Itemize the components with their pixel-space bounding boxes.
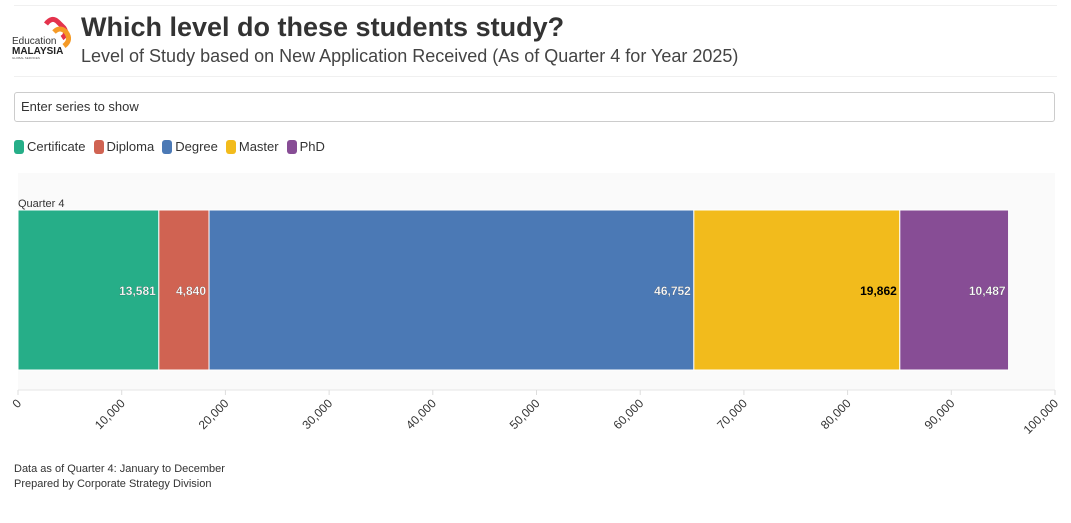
legend-label: Certificate bbox=[27, 139, 86, 154]
data-label-certificate: 13,581 bbox=[119, 284, 156, 298]
bar-degree[interactable] bbox=[208, 209, 695, 371]
legend-label: PhD bbox=[299, 139, 325, 154]
x-tick-label: 0 bbox=[9, 396, 24, 411]
x-tick-label: 30,000 bbox=[299, 396, 335, 432]
legend-swatch bbox=[93, 139, 104, 154]
bar-chart: Quarter 4 13,581 4,840 46,752 19,862 10,487 0 1… bbox=[9, 173, 1062, 437]
data-label-master: 19,862 bbox=[860, 284, 897, 298]
x-tick-label: 70,000 bbox=[714, 396, 750, 432]
legend-swatch bbox=[225, 139, 236, 154]
x-tick-label: 50,000 bbox=[507, 396, 543, 432]
legend-item-certificate[interactable]: Certificate bbox=[14, 139, 86, 154]
x-tick-label: 90,000 bbox=[922, 396, 958, 432]
bar-phd[interactable] bbox=[899, 209, 1010, 371]
x-tick-label: 10,000 bbox=[92, 396, 128, 432]
data-label-diploma: 4,840 bbox=[176, 284, 206, 298]
series-search-input[interactable] bbox=[14, 92, 1055, 122]
legend-label: Master bbox=[238, 139, 279, 154]
chart-subtitle: Level of Study based on New Application … bbox=[81, 46, 739, 66]
footer-notes: Data as of Quarter 4: January to Decembe… bbox=[14, 462, 225, 492]
legend-label: Diploma bbox=[106, 139, 155, 154]
legend-swatch bbox=[162, 139, 173, 154]
x-tick-label: 40,000 bbox=[403, 396, 439, 432]
legend-item-degree[interactable]: Degree bbox=[162, 139, 218, 154]
legend-swatch bbox=[286, 139, 297, 154]
x-tick-label: 60,000 bbox=[610, 396, 646, 432]
footer-note-prepared: Prepared by Corporate Strategy Division bbox=[14, 478, 212, 490]
svg-text:MALAYSIA: MALAYSIA bbox=[12, 46, 63, 57]
data-label-phd: 10,487 bbox=[969, 284, 1006, 298]
divider bbox=[14, 76, 1057, 77]
legend-swatch bbox=[14, 139, 24, 154]
data-label-degree: 46,752 bbox=[654, 284, 691, 298]
education-malaysia-logo: Education MALAYSIA GLOBAL SERVICES bbox=[12, 16, 72, 60]
legend-item-master[interactable]: Master bbox=[225, 139, 279, 154]
legend-item-diploma[interactable]: Diploma bbox=[93, 139, 155, 154]
x-tick-label: 80,000 bbox=[818, 396, 854, 432]
svg-text:GLOBAL SERVICES: GLOBAL SERVICES bbox=[12, 56, 40, 60]
x-tick-label: 100,000 bbox=[1021, 396, 1062, 437]
legend: Certificate Diploma Degree Master PhD bbox=[14, 139, 325, 154]
x-tick-label: 20,000 bbox=[196, 396, 232, 432]
legend-item-phd[interactable]: PhD bbox=[286, 139, 325, 154]
svg-text:Education: Education bbox=[12, 36, 56, 47]
divider bbox=[14, 5, 1057, 6]
bar-diploma[interactable] bbox=[158, 209, 210, 371]
bar-certificate[interactable] bbox=[17, 209, 160, 371]
chart-title: Which level do these students study? bbox=[81, 12, 565, 42]
footer-note-data: Data as of Quarter 4: January to Decembe… bbox=[14, 463, 225, 475]
bar-master[interactable] bbox=[693, 209, 901, 371]
legend-label: Degree bbox=[175, 139, 218, 154]
category-label: Quarter 4 bbox=[18, 198, 64, 210]
